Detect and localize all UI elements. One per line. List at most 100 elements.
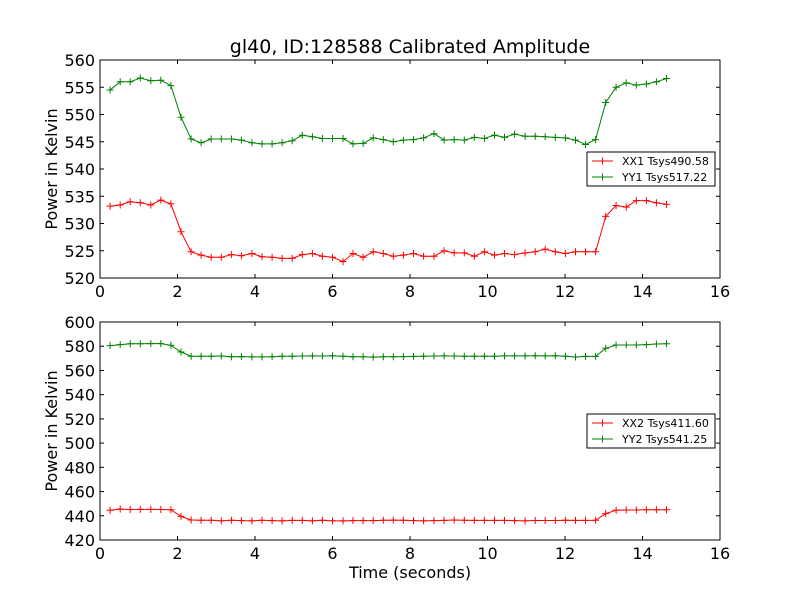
data-point-1-1-35	[460, 352, 468, 360]
data-point-1-1-19	[298, 352, 306, 360]
data-point-0-1-55	[663, 75, 670, 82]
data-point-1-0-31	[420, 517, 428, 525]
data-point-1-0-46	[572, 516, 579, 524]
data-point-0-1-26	[369, 134, 377, 142]
data-point-1-0-55	[663, 506, 670, 514]
data-point-1-0-33	[440, 516, 448, 524]
legend-box	[586, 413, 716, 449]
data-point-0-1-36	[470, 133, 478, 141]
data-point-1-1-22	[329, 352, 336, 360]
data-point-1-0-15	[258, 516, 266, 524]
data-point-0-1-46	[572, 136, 579, 144]
data-point-1-0-32	[430, 517, 438, 525]
data-point-0-1-33	[440, 136, 448, 144]
data-point-0-0-30	[410, 250, 417, 257]
data-point-1-1-21	[318, 352, 326, 360]
y-tick-label: 580	[64, 337, 95, 356]
data-point-0-0-46	[572, 248, 579, 256]
data-point-1-1-27	[379, 353, 387, 361]
data-point-0-1-11	[217, 135, 225, 143]
data-point-1-0-0	[106, 506, 114, 514]
x-axis-label: Time (seconds)	[348, 563, 471, 582]
data-point-0-1-53	[642, 80, 650, 88]
data-point-0-0-17	[278, 254, 286, 262]
y-axis-label: Power in Kelvin	[42, 108, 61, 229]
data-point-0-0-13	[237, 252, 245, 260]
data-point-0-0-29	[399, 251, 407, 259]
data-point-1-1-20	[308, 352, 316, 360]
data-point-1-1-2	[126, 340, 134, 348]
data-point-1-1-40	[511, 352, 519, 360]
legend-marker-0	[599, 419, 606, 427]
data-point-0-0-10	[207, 253, 215, 261]
data-point-0-0-54	[652, 199, 660, 207]
data-point-0-0-9	[197, 251, 205, 259]
data-point-0-1-23	[339, 135, 347, 142]
x-tick-label: 2	[172, 282, 182, 301]
legend-marker-0	[599, 157, 606, 165]
x-tick-label: 10	[477, 282, 497, 301]
data-point-0-0-23	[339, 258, 347, 266]
data-point-0-0-45	[561, 250, 569, 257]
data-point-1-0-6	[167, 506, 175, 514]
data-point-0-1-32	[430, 130, 438, 138]
data-point-0-1-41	[521, 132, 529, 140]
data-point-1-1-17	[278, 352, 286, 360]
data-point-1-1-38	[491, 352, 498, 360]
data-point-0-1-2	[126, 78, 134, 86]
data-point-1-1-30	[410, 352, 417, 360]
data-point-0-1-52	[632, 81, 640, 89]
y-tick-label: 500	[64, 434, 95, 453]
x-tick-label: 12	[555, 282, 575, 301]
data-point-0-1-18	[288, 137, 296, 145]
data-point-0-1-19	[298, 131, 306, 139]
data-point-1-0-2	[126, 506, 134, 513]
top-panel: 0 2 4 6 8 10 12 14 16 520 525 530 535 540 545 550 555 560…	[42, 51, 730, 301]
legend-entry-1: YY2 Tsys541.25	[621, 433, 707, 446]
x-tick-label: 16	[710, 544, 730, 563]
data-point-0-0-32	[430, 252, 438, 260]
x-tick-label: 12	[555, 544, 575, 563]
data-point-0-1-25	[359, 139, 367, 147]
y-tick-label: 540	[64, 160, 95, 179]
data-point-0-0-1	[116, 201, 124, 209]
data-point-0-0-47	[582, 248, 589, 256]
legend: XX1 Tsys490.58 YY1 Tsys517.22	[586, 151, 716, 187]
data-point-1-0-49	[602, 510, 610, 518]
data-point-0-0-51	[622, 203, 630, 211]
y-tick-label: 550	[64, 106, 95, 125]
data-point-0-1-49	[602, 99, 610, 106]
data-point-0-1-28	[389, 138, 397, 146]
data-point-1-0-35	[460, 516, 468, 524]
data-point-1-1-1	[116, 341, 124, 349]
data-point-0-0-14	[248, 250, 256, 257]
data-point-1-1-36	[470, 352, 478, 360]
data-point-1-0-37	[480, 516, 488, 524]
data-point-1-0-13	[237, 517, 245, 525]
data-point-1-1-14	[248, 353, 256, 361]
legend-marker-1	[599, 435, 606, 443]
y-tick-label: 560	[64, 51, 95, 70]
data-point-0-0-25	[359, 253, 367, 261]
y-tick-label: 520	[64, 410, 95, 429]
data-point-1-1-50	[612, 341, 620, 349]
data-point-1-0-40	[511, 517, 519, 525]
data-point-1-0-51	[622, 506, 630, 514]
data-point-0-1-51	[622, 79, 630, 87]
data-point-0-1-40	[511, 130, 519, 138]
y-tick-label: 525	[64, 242, 95, 261]
series-line-0-1	[109, 77, 667, 146]
data-point-1-0-34	[450, 516, 458, 524]
data-point-1-1-12	[227, 353, 235, 361]
x-tick-label: 4	[250, 544, 260, 563]
data-point-1-1-28	[389, 353, 397, 361]
data-point-0-0-19	[298, 251, 306, 259]
data-point-0-0-31	[420, 252, 428, 260]
legend: XX2 Tsys411.60 YY2 Tsys541.25	[586, 413, 716, 449]
data-point-1-0-53	[642, 506, 650, 514]
data-point-0-1-34	[450, 136, 458, 144]
data-point-1-0-42	[531, 517, 539, 524]
legend-box	[586, 151, 716, 187]
data-point-1-1-3	[136, 340, 144, 348]
data-point-1-1-29	[399, 353, 407, 361]
